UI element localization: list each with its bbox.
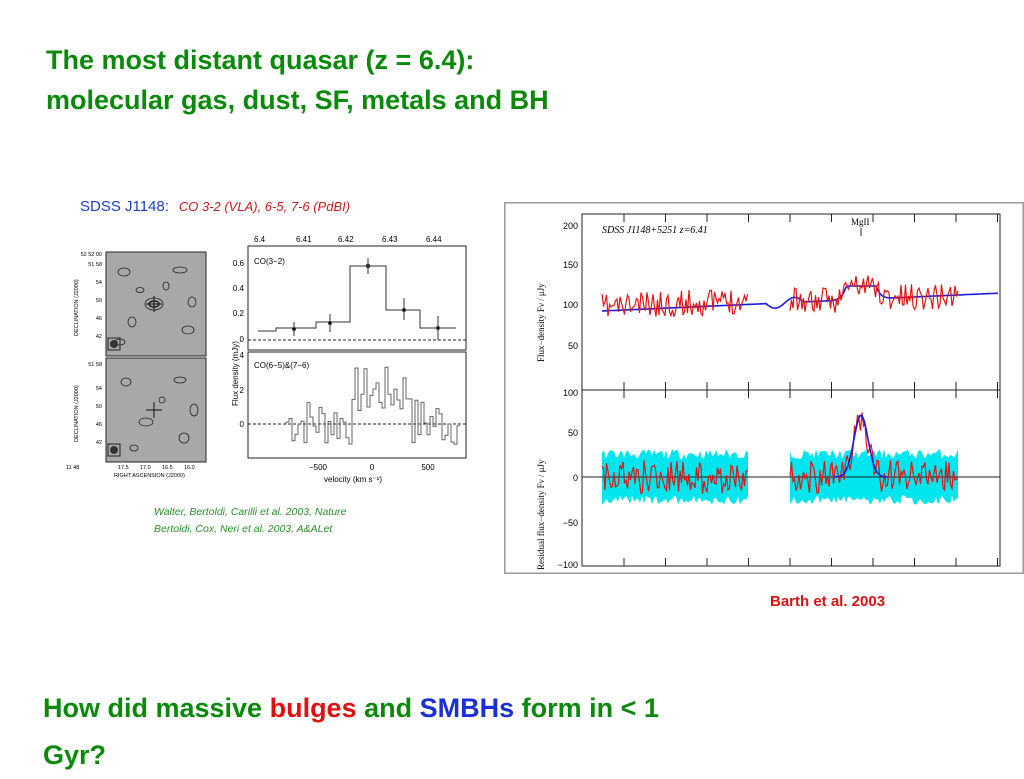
map-ra-tick: 16.5 — [162, 465, 173, 471]
map-ra-tick: 17.5 — [118, 465, 129, 471]
figure-header: SDSS J1148: CO 3-2 (VLA), 6-5, 7-6 (PdBI… — [80, 198, 350, 215]
title-line-2: molecular gas, dust, SF, metals and BH — [46, 85, 549, 115]
redshift-tick: 6.44 — [426, 235, 442, 244]
map-dec-tick: 52 52 00 — [81, 252, 102, 258]
reference-1: Walter, Bertoldi, Carilli et al. 2003, N… — [154, 506, 347, 518]
bulges-word: bulges — [269, 693, 357, 723]
residual-spectrum-right — [789, 412, 959, 494]
velocity-tick: 0 — [370, 463, 375, 472]
flux-ytick: 50 — [568, 341, 578, 351]
map-dec-tick: 54 — [96, 386, 102, 392]
co65-ytick: 4 — [240, 351, 245, 360]
map-dec-tick: 46 — [96, 422, 102, 428]
co32-panel — [247, 245, 467, 351]
object-label: SDSS J1148+5251 z=6.41 — [602, 225, 708, 236]
co32-ytick: 0.6 — [233, 259, 245, 268]
spectra-xlabel: velocity (km s⁻¹) — [324, 475, 382, 484]
residual-ytick: −100 — [558, 560, 578, 570]
map-ra-tick: 16.0 — [184, 465, 195, 471]
question-part-1: How did massive — [43, 693, 270, 723]
map-xlabel: RIGHT ASCENSION (J2000) — [114, 473, 185, 479]
flux-ytick: 150 — [563, 260, 578, 270]
mgii-label: MgII — [851, 217, 870, 227]
source-name: SDSS J1148: — [80, 198, 169, 215]
flux-ytick: 100 — [563, 300, 578, 310]
map-ylabel-bottom: DECLINATION (J2000) — [74, 385, 80, 442]
co65-ytick: 0 — [240, 420, 245, 429]
co-lines: CO 3-2 (VLA), 6-5, 7-6 (PdBI) — [178, 199, 351, 214]
redshift-tick: 6.43 — [382, 235, 398, 244]
residual-spectrum-left — [601, 460, 748, 495]
redshift-tick: 6.42 — [338, 235, 354, 244]
redshift-tick: 6.41 — [296, 235, 312, 244]
co65-spectrum — [285, 366, 460, 445]
question-part-2: and — [356, 693, 420, 723]
map-ra-tick: 17.0 — [140, 465, 151, 471]
mgii-spectrum-figure: SDSS J1148+5251 z=6.41 MgII Flux−density… — [502, 200, 1024, 576]
map-dec-tick: 42 — [96, 334, 102, 340]
residual-mgii-fit — [833, 414, 889, 478]
map-dec-tick: 46 — [96, 316, 102, 322]
left-figure-graphics: DECLINATION (J2000) DECLINATION (J2000) … — [66, 235, 467, 484]
co65-panel — [247, 351, 467, 459]
map-first-tick: 11 48 — [66, 465, 79, 471]
co32-ytick: 0.2 — [233, 309, 245, 318]
map-dec-tick: 51 58 — [88, 362, 102, 368]
co32-errorbars — [292, 258, 440, 340]
closing-question: How did massive bulges and SMBHs form in… — [43, 685, 903, 779]
residual-ylabel: Residual flux−density Fν / μJy — [536, 459, 546, 570]
map-dec-tick: 50 — [96, 404, 102, 410]
question-part-4: Gyr? — [43, 740, 107, 770]
residual-ytick: 0 — [573, 473, 578, 483]
flux-ytick: 200 — [563, 221, 578, 231]
map-dec-tick: 50 — [96, 298, 102, 304]
co65-label: CO(6−5)&(7−6) — [254, 361, 309, 370]
co32-label: CO(3−2) — [254, 257, 285, 266]
title-line-1: The most distant quasar (z = 6.4): — [46, 45, 475, 75]
map-dec-tick: 42 — [96, 440, 102, 446]
smbhs-word: SMBHs — [419, 693, 515, 723]
redshift-tick: 6.4 — [254, 235, 266, 244]
quasar-spectrum — [601, 275, 959, 318]
co65-ytick: 2 — [240, 386, 245, 395]
map-dec-tick: 51 58 — [88, 262, 102, 268]
co32-ytick: 0.4 — [233, 284, 245, 293]
spectra-ylabel: Flux density (mJy) — [231, 341, 240, 406]
reference-2: Bertoldi, Cox, Neri et al. 2003, A&ALet — [154, 523, 333, 535]
map-ylabel-top: DECLINATION (J2000) — [74, 279, 80, 336]
velocity-tick: 500 — [421, 463, 435, 472]
slide-title: The most distant quasar (z = 6.4): molec… — [46, 40, 766, 120]
question-part-3: form in < 1 — [514, 693, 659, 723]
right-figure-graphics: SDSS J1148+5251 z=6.41 MgII Flux−density… — [502, 200, 1024, 576]
map-dec-tick: 54 — [96, 280, 102, 286]
flux-ylabel: Flux−density Fν / μJy — [536, 283, 546, 362]
co-observations-figure: SDSS J1148: CO 3-2 (VLA), 6-5, 7-6 (PdBI… — [62, 186, 472, 546]
residual-ytick: −50 — [563, 518, 578, 528]
figure-caption: Barth et al. 2003 — [770, 593, 886, 610]
co32-ytick: 0 — [240, 335, 245, 344]
residual-ytick: 50 — [568, 428, 578, 438]
residual-ytick: 100 — [563, 388, 578, 398]
co32-spectrum — [258, 265, 456, 332]
references: Walter, Bertoldi, Carilli et al. 2003, N… — [154, 504, 346, 538]
velocity-tick: −500 — [309, 463, 328, 472]
